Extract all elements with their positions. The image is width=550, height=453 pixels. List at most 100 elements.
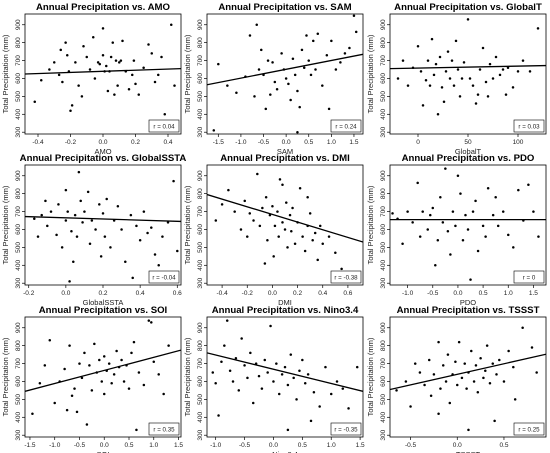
data-point — [448, 77, 452, 80]
data-point — [430, 37, 434, 41]
data-point — [269, 324, 272, 328]
x-tick-label: 0.4 — [318, 290, 327, 297]
y-tick-label: 400 — [380, 411, 387, 422]
data-point — [258, 224, 262, 228]
data-point — [468, 77, 472, 80]
y-tick-label: 400 — [197, 411, 204, 422]
data-point — [427, 358, 431, 362]
data-point — [260, 48, 263, 52]
trend-line — [207, 352, 363, 392]
data-point — [325, 53, 329, 57]
r-legend-box — [513, 422, 545, 436]
data-point — [142, 383, 146, 387]
data-point — [260, 387, 264, 390]
data-point — [243, 364, 246, 367]
data-point — [44, 199, 47, 203]
panel-title: Annual Precipitation vs. DMI — [220, 153, 350, 164]
data-point — [327, 235, 331, 238]
panel-title: Annual Precipitation vs. PDO — [402, 153, 535, 164]
y-tick-label: 300 — [15, 429, 22, 440]
data-point — [105, 64, 108, 68]
y-tick-label: 800 — [197, 37, 204, 48]
x-tick-label: -0.2 — [242, 290, 254, 297]
data-point — [253, 95, 256, 98]
data-point — [263, 262, 267, 265]
data-point — [341, 387, 345, 390]
data-point — [318, 405, 321, 408]
data-point — [239, 228, 243, 231]
data-point — [137, 93, 140, 96]
data-point — [284, 77, 288, 80]
data-point — [343, 52, 347, 55]
data-point — [102, 392, 106, 396]
x-tick-label: -1.0 — [49, 442, 61, 449]
data-point — [85, 55, 88, 59]
y-axis-label: Total Precipitation (mm) — [1, 337, 10, 416]
data-point — [416, 181, 419, 185]
trend-line — [25, 67, 181, 75]
y-axis-label: Total Precipitation (mm) — [183, 185, 192, 264]
data-point — [461, 238, 465, 242]
x-tick-label: 0.0 — [100, 442, 109, 449]
data-point — [161, 235, 164, 238]
data-point — [120, 228, 123, 231]
data-point — [495, 373, 498, 376]
data-point — [261, 206, 264, 210]
data-point — [307, 59, 310, 62]
y-axis-label: Total Precipitation (mm) — [366, 337, 375, 416]
x-tick-label: 0.0 — [282, 139, 291, 146]
y-tick-label: 600 — [15, 73, 22, 84]
y-axis-label: Total Precipitation (mm) — [183, 34, 192, 113]
data-point — [257, 374, 261, 378]
panel-5: Annual Precipitation vs. DMI -0.4 -0.2 0.0 0… — [183, 153, 364, 307]
y-tick-label: 900 — [380, 322, 387, 333]
panel-title: Annual Precipitation vs. GlobalSSTA — [20, 153, 187, 164]
x-tick-label: 0.5 — [124, 442, 133, 449]
data-point — [314, 68, 317, 71]
y-tick-label: 300 — [380, 277, 387, 288]
x-tick-label: 0.0 — [61, 290, 70, 297]
data-point — [74, 61, 77, 64]
panel-title: Annual Precipitation vs. GlobalT — [394, 2, 542, 13]
data-point — [464, 213, 467, 217]
data-point — [530, 346, 534, 349]
data-point — [295, 398, 298, 401]
data-point — [227, 188, 230, 192]
data-point — [335, 380, 339, 383]
data-point — [223, 344, 226, 347]
data-point — [439, 195, 442, 199]
data-point — [474, 199, 477, 203]
data-point — [429, 213, 432, 217]
data-point — [61, 80, 64, 84]
y-tick-label: 900 — [197, 19, 204, 30]
data-point — [421, 104, 425, 107]
y-tick-label: 300 — [15, 277, 22, 288]
data-point — [352, 14, 356, 18]
data-point — [33, 100, 36, 104]
x-tick-label: -0.2 — [23, 290, 35, 297]
data-point — [68, 344, 71, 347]
data-point — [98, 358, 101, 362]
plot-frame — [389, 13, 547, 135]
data-point — [82, 44, 85, 48]
panel-title: Annual Precipitation vs. SAM — [218, 2, 351, 13]
data-point — [101, 212, 105, 215]
data-point — [293, 242, 297, 246]
x-tick-label: 0.0 — [453, 290, 462, 297]
data-point — [77, 84, 80, 87]
data-point — [460, 77, 464, 80]
data-point — [53, 401, 56, 405]
data-point — [298, 187, 302, 190]
data-point — [340, 267, 343, 271]
plot-marks — [390, 326, 546, 432]
data-point — [237, 389, 241, 392]
y-axis-label: Total Precipitation (mm) — [366, 185, 375, 264]
x-tick-label: -1.0 — [402, 290, 414, 297]
data-point — [312, 390, 316, 394]
data-point — [306, 195, 309, 199]
data-point — [537, 235, 540, 238]
data-point — [271, 204, 274, 208]
data-point — [406, 210, 409, 213]
data-point — [83, 351, 86, 355]
panel-title: Annual Precipitation vs. Nino3.4 — [212, 305, 359, 316]
